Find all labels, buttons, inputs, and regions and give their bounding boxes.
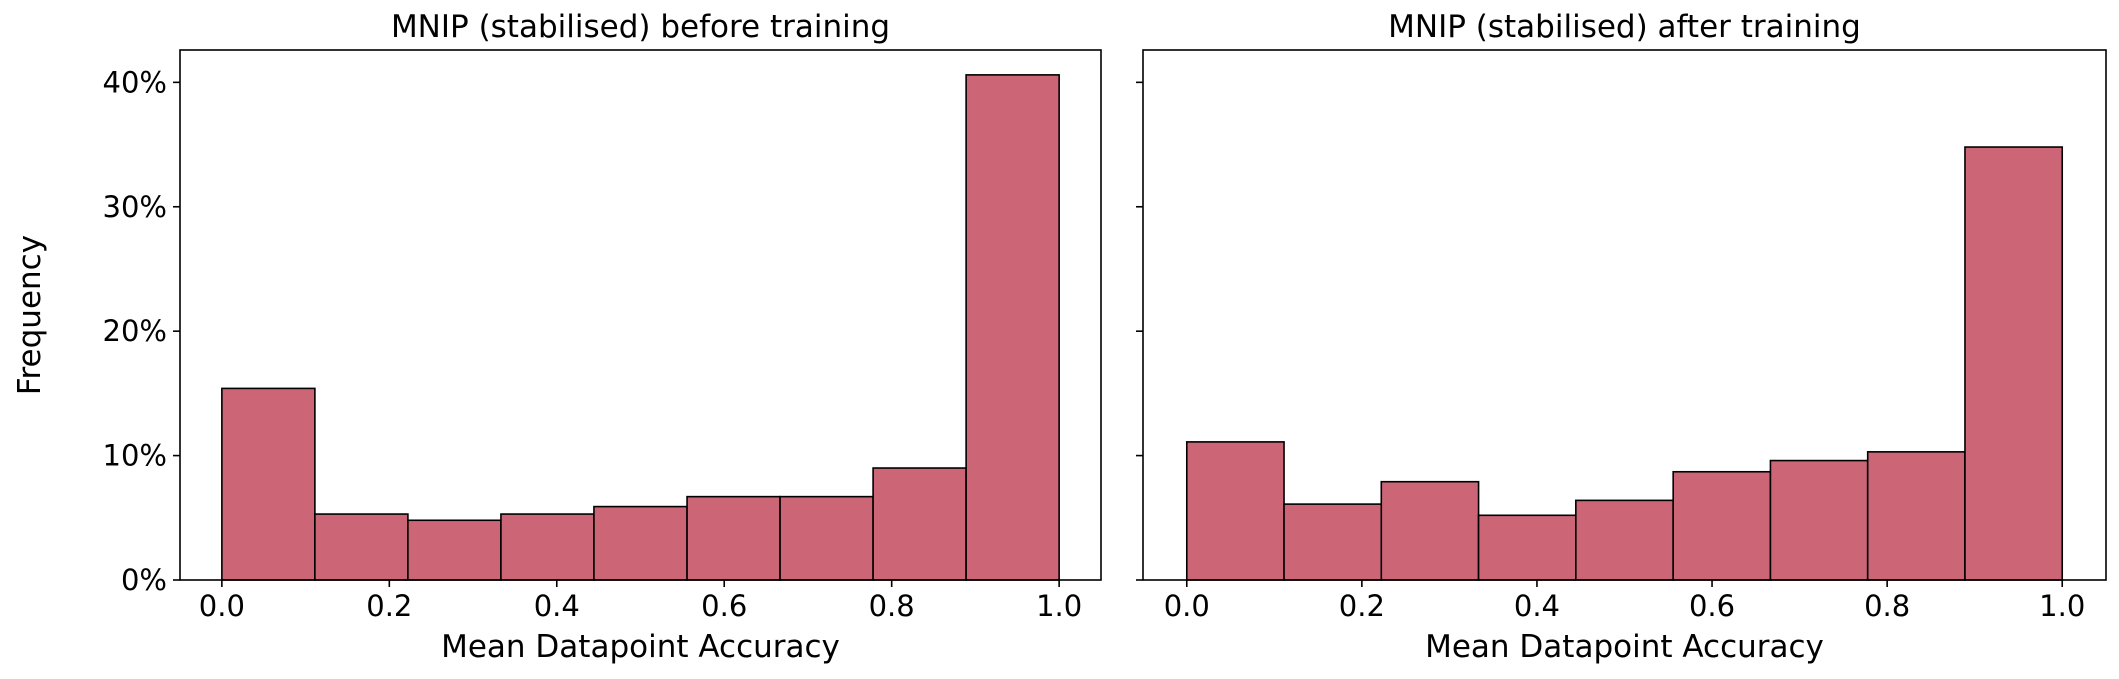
histogram-bar bbox=[872, 467, 967, 581]
y-tick-label: 20% bbox=[103, 314, 167, 348]
histogram-bar bbox=[1575, 499, 1674, 581]
histogram-bar bbox=[965, 74, 1060, 581]
histogram-bar bbox=[1769, 459, 1869, 581]
x-axis-label: Mean Datapoint Accuracy bbox=[1425, 629, 1824, 665]
histogram-bar bbox=[593, 505, 688, 581]
chart-title: MNIP (stabilised) after training bbox=[1388, 9, 1861, 45]
x-tick-label: 0.8 bbox=[1864, 589, 1910, 623]
histogram-bar bbox=[1866, 451, 1966, 581]
axes-frame bbox=[179, 49, 1102, 581]
histogram-bar bbox=[779, 495, 874, 581]
histogram-before-training: 0.0 0.2 0.4 0.6 0.8 1.0 0% 10% 20% 30% 40% MNIP (st… bbox=[12, 9, 1102, 665]
x-tick-label: 0.6 bbox=[1689, 589, 1735, 623]
histogram-after-training: 0.0 0.2 0.4 0.6 0.8 1.0 MNIP (stabilised) afte… bbox=[1136, 9, 2107, 665]
y-tick-label: 10% bbox=[103, 439, 167, 473]
histogram-bar bbox=[500, 513, 595, 581]
bars bbox=[1185, 146, 2064, 581]
y-axis-ticks: 0% 10% 20% 30% 40% bbox=[103, 65, 180, 597]
x-tick-label: 0.2 bbox=[366, 589, 412, 623]
histogram-bar bbox=[1283, 503, 1383, 581]
x-tick-label: 1.0 bbox=[2039, 589, 2085, 623]
y-tick-label: 30% bbox=[103, 190, 167, 224]
histogram-bar bbox=[1380, 480, 1480, 581]
histogram-bar bbox=[221, 387, 316, 581]
x-tick-label: 1.0 bbox=[1036, 589, 1082, 623]
y-tick-label: 40% bbox=[103, 65, 167, 99]
histogram-bar bbox=[1185, 441, 1285, 581]
x-tick-label: 0.8 bbox=[869, 589, 915, 623]
x-tick-label: 0.2 bbox=[1339, 589, 1385, 623]
histogram-bar bbox=[314, 513, 409, 581]
bars bbox=[221, 74, 1060, 581]
histogram-bar bbox=[407, 519, 502, 581]
histogram-bar bbox=[1672, 470, 1772, 581]
y-tick-label: 0% bbox=[121, 563, 167, 597]
x-axis-ticks: 0.0 0.2 0.4 0.6 0.8 1.0 bbox=[1164, 580, 2085, 623]
x-tick-label: 0.4 bbox=[534, 589, 580, 623]
x-tick-label: 0.4 bbox=[1514, 589, 1560, 623]
x-tick-label: 0.6 bbox=[701, 589, 747, 623]
x-axis-ticks: 0.0 0.2 0.4 0.6 0.8 1.0 bbox=[199, 580, 1082, 623]
y-axis-ticks bbox=[1136, 81, 1143, 581]
histogram-bar bbox=[686, 495, 781, 581]
chart-title: MNIP (stabilised) before training bbox=[391, 9, 890, 45]
histogram-bar bbox=[1964, 146, 2064, 581]
axes-frame bbox=[1142, 49, 2107, 581]
x-axis-label: Mean Datapoint Accuracy bbox=[441, 629, 840, 665]
histogram-bar bbox=[1477, 514, 1577, 581]
y-axis-label: Frequency bbox=[12, 235, 48, 395]
x-tick-label: 0.0 bbox=[199, 589, 245, 623]
x-tick-label: 0.0 bbox=[1164, 589, 1210, 623]
